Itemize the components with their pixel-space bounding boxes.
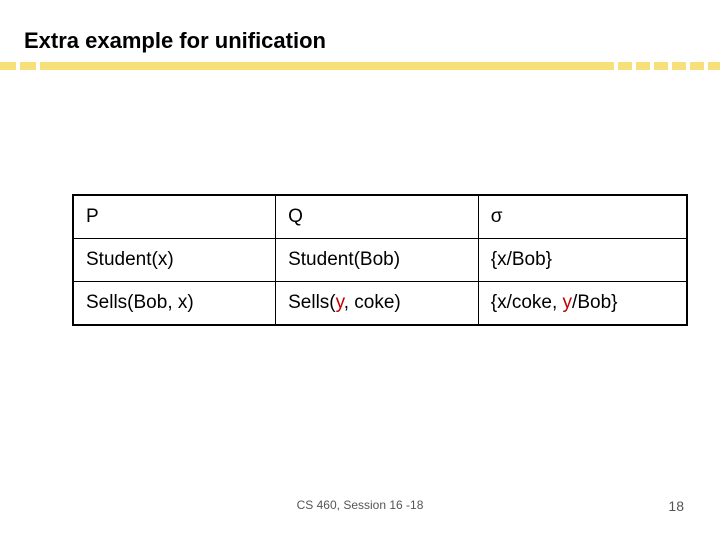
sigma-post: /Bob} xyxy=(572,292,617,313)
cell-p: Student(x) xyxy=(73,239,276,282)
q-pre: Sells( xyxy=(288,292,336,313)
slide-footer: CS 460, Session 16 -18 18 xyxy=(0,498,720,518)
cell-q: Student(Bob) xyxy=(276,239,479,282)
underline-bar xyxy=(0,62,720,70)
table-row: Sells(Bob, x) Sells(y, coke) {x/coke, y/… xyxy=(73,282,687,326)
title-underline xyxy=(0,62,720,76)
col-header-q: Q xyxy=(276,195,479,239)
q-var: y xyxy=(336,292,344,313)
cell-sigma: {x/Bob} xyxy=(478,239,687,282)
page-number: 18 xyxy=(668,498,684,514)
cell-sigma: {x/coke, y/Bob} xyxy=(478,282,687,326)
footer-center-text: CS 460, Session 16 -18 xyxy=(297,498,424,512)
col-header-sigma: σ xyxy=(478,195,687,239)
slide-title: Extra example for unification xyxy=(24,28,700,54)
sigma-var: y xyxy=(563,292,573,313)
table-header-row: P Q σ xyxy=(73,195,687,239)
sigma-pre: {x/coke, xyxy=(491,292,563,313)
slide-container: Extra example for unification P Q σ Stud… xyxy=(0,0,720,540)
q-post: , coke) xyxy=(344,292,401,313)
unification-table: P Q σ Student(x) Student(Bob) {x/Bob} Se… xyxy=(72,194,688,326)
cell-p: Sells(Bob, x) xyxy=(73,282,276,326)
cell-q: Sells(y, coke) xyxy=(276,282,479,326)
table-row: Student(x) Student(Bob) {x/Bob} xyxy=(73,239,687,282)
col-header-p: P xyxy=(73,195,276,239)
